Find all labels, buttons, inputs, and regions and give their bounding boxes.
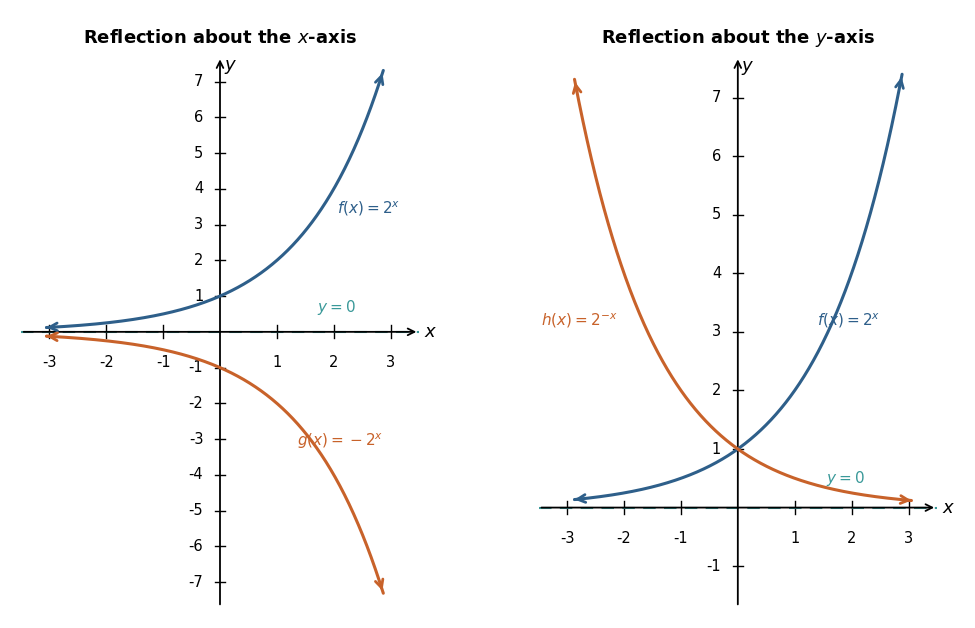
Text: -7: -7	[188, 575, 203, 590]
Text: 3: 3	[386, 355, 395, 370]
Text: -4: -4	[188, 467, 203, 482]
Text: -2: -2	[616, 531, 632, 546]
Text: 1: 1	[712, 441, 722, 457]
Text: 7: 7	[712, 90, 722, 105]
Text: -1: -1	[156, 355, 171, 370]
Text: 5: 5	[194, 146, 203, 161]
Text: 1: 1	[790, 531, 799, 546]
Text: 7: 7	[194, 74, 203, 89]
Text: $y = 0$: $y = 0$	[826, 469, 865, 488]
Text: $f(x) = 2^x$: $f(x) = 2^x$	[336, 200, 400, 219]
Text: $h(x) = 2^{-x}$: $h(x) = 2^{-x}$	[541, 312, 618, 330]
Text: -1: -1	[188, 360, 203, 375]
Text: 3: 3	[712, 324, 722, 339]
Text: $y$: $y$	[223, 58, 237, 77]
Text: 2: 2	[712, 383, 722, 398]
Title: Reflection about the $\mathit{x}$-axis: Reflection about the $\mathit{x}$-axis	[83, 29, 357, 46]
Text: 1: 1	[194, 289, 203, 303]
Text: 2: 2	[194, 253, 203, 268]
Text: $x$: $x$	[942, 499, 955, 517]
Text: $y$: $y$	[741, 60, 755, 77]
Text: 5: 5	[712, 207, 722, 222]
Text: $x$: $x$	[424, 323, 437, 341]
Text: 3: 3	[904, 531, 913, 546]
Text: 6: 6	[712, 149, 722, 164]
Text: 2: 2	[330, 355, 338, 370]
Text: -2: -2	[188, 396, 203, 411]
Text: $y = 0$: $y = 0$	[317, 298, 356, 317]
Text: $f(x) = 2^x$: $f(x) = 2^x$	[817, 312, 880, 330]
Title: Reflection about the $\mathit{y}$-axis: Reflection about the $\mathit{y}$-axis	[601, 26, 875, 48]
Text: -2: -2	[98, 355, 113, 370]
Text: 1: 1	[272, 355, 282, 370]
Text: -1: -1	[707, 559, 722, 573]
Text: 6: 6	[194, 110, 203, 125]
Text: -1: -1	[674, 531, 688, 546]
Text: -6: -6	[188, 539, 203, 554]
Text: $g(x) = -2^x$: $g(x) = -2^x$	[296, 431, 383, 452]
Text: -3: -3	[189, 431, 203, 447]
Text: 3: 3	[194, 217, 203, 232]
Text: 4: 4	[194, 181, 203, 197]
Text: -3: -3	[42, 355, 57, 370]
Text: -5: -5	[188, 503, 203, 518]
Text: -3: -3	[560, 531, 574, 546]
Text: 2: 2	[847, 531, 856, 546]
Text: 4: 4	[712, 266, 722, 281]
